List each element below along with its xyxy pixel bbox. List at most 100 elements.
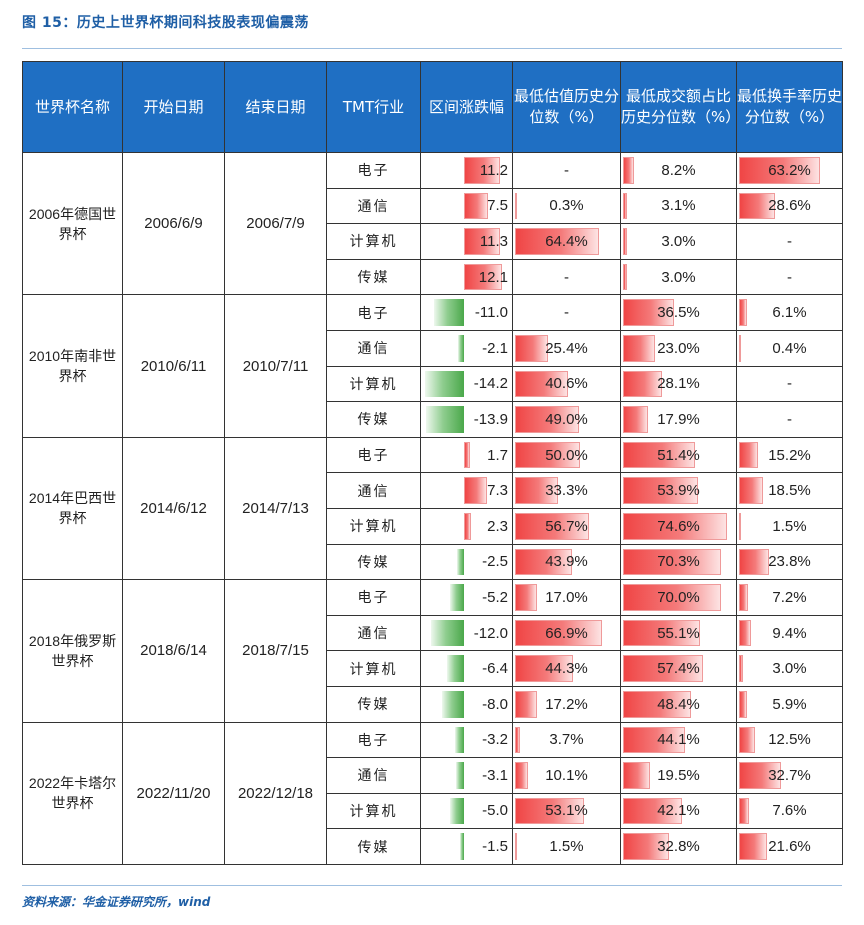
header-cell: 结束日期 (224, 61, 327, 153)
percentile-value: 17.0% (545, 588, 588, 606)
percentile-value: 17.2% (545, 695, 588, 713)
end-date-cell: 2010/7/11 (224, 294, 327, 438)
industry-cell: 计算机 (326, 792, 421, 830)
turnover-rate-cell: 63.2% (736, 152, 843, 189)
change-value: -6.4 (482, 660, 508, 678)
turnover-rate-cell: 3.0% (736, 650, 843, 687)
change-value: -11.0 (474, 304, 508, 322)
change-value: 7.3 (487, 482, 508, 500)
turnover-rate-cell: - (736, 258, 843, 296)
change-bar (464, 263, 503, 291)
turnover-amount-cell: 48.4% (620, 685, 737, 723)
turnover-amount-cell: 3.0% (620, 258, 737, 296)
change-bar (457, 548, 465, 576)
percentile-bar (623, 263, 628, 291)
end-date-cell: 2006/7/9 (224, 151, 327, 296)
percentile-bar (515, 548, 573, 576)
percentile-value: - (787, 375, 792, 393)
start-date-cell: 2006/6/9 (122, 151, 225, 296)
change-cell: 1.7 (420, 436, 513, 474)
source-note: 资料来源：华金证券研究所，wind (22, 895, 211, 909)
percentile-bar (623, 726, 685, 754)
table-body: 2006年德国世界杯 2006/6/9 2006/7/9 电子 11.2-8.2% 63.… (22, 151, 843, 865)
start-date-cell: 2010/6/11 (122, 294, 225, 438)
percentile-value: 53.1% (545, 802, 588, 820)
change-bar (464, 477, 488, 504)
turnover-amount-cell: 53.9% (620, 472, 737, 509)
change-value: -5.0 (482, 802, 508, 820)
table-row: 计算机 2.3 56.7% 74.6% 1.5% (23, 507, 843, 545)
percentile-value: - (564, 304, 569, 322)
valuation-cell: 25.4% (512, 329, 621, 367)
percentile-bar (515, 833, 517, 860)
change-cell: -11.0 (420, 294, 513, 331)
table-row: 计算机 -14.2 40.6% 28.1% - (23, 365, 843, 403)
table-row: 2014年巴西世界杯 2014/6/12 2014/7/13 电子 1.7 50.0% 51… (22, 436, 843, 581)
percentile-value: 3.0% (772, 660, 807, 678)
start-date-cell: 2014/6/12 (122, 436, 225, 581)
change-value: -2.5 (482, 553, 508, 571)
worldcup-name-cell: 2018年俄罗斯世界杯 (22, 579, 123, 723)
percentile-bar (623, 762, 651, 789)
percentile-bar (515, 228, 599, 255)
end-date-cell: 2018/7/15 (224, 579, 327, 723)
percentile-value: 0.3% (549, 197, 584, 215)
change-cell: 11.3 (420, 223, 513, 260)
change-value: 11.3 (479, 232, 508, 250)
percentile-value: 66.9% (545, 624, 588, 642)
percentile-bar (623, 406, 649, 433)
percentile-value: 32.8% (657, 838, 700, 856)
percentile-bar (623, 370, 663, 398)
percentile-value: 28.6% (768, 197, 811, 215)
percentile-value: 5.9% (772, 695, 807, 713)
industry-cell: 电子 (326, 152, 421, 189)
valuation-cell: 49.0% (512, 401, 621, 438)
change-cell: -12.0 (420, 614, 513, 652)
start-date-cell: 2018/6/14 (122, 579, 225, 723)
percentile-value: 6.1% (772, 304, 807, 322)
turnover-rate-cell: 18.5% (736, 472, 843, 509)
industry-cell: 传媒 (326, 828, 421, 865)
table-row: 传媒 -2.5 43.9% 70.3% 23.8% (23, 543, 843, 581)
percentile-bar (623, 584, 721, 611)
end-date-cell: 2022/12/18 (224, 721, 327, 865)
percentile-value: 33.3% (545, 482, 588, 500)
change-value: -12.0 (473, 624, 508, 642)
change-bar (446, 655, 465, 682)
valuation-cell: 40.6% (512, 365, 621, 403)
change-cell: 12.1 (420, 258, 513, 296)
table-row: 通信 7.3 33.3% 53.9% 18.5% (23, 472, 843, 509)
percentile-value: 9.4% (772, 624, 807, 642)
turnover-amount-cell: 32.8% (620, 828, 737, 865)
header-row: 世界杯名称 开始日期 结束日期 TMT行业 区间涨跌幅 最低估值历史分位数（%）… (22, 61, 843, 153)
percentile-bar (623, 477, 699, 504)
percentile-bar (739, 690, 747, 718)
percentile-bar (623, 655, 704, 682)
turnover-amount-cell: 51.4% (620, 436, 737, 474)
percentile-value: - (787, 410, 792, 428)
change-cell: 7.5 (420, 187, 513, 225)
valuation-cell: 3.7% (512, 721, 621, 759)
table-row: 计算机 -5.0 53.1% 42.1% 7.6% (23, 792, 843, 830)
valuation-cell: 0.3% (512, 187, 621, 225)
change-value: -3.2 (482, 731, 508, 749)
percentile-value: 53.9% (657, 482, 700, 500)
percentile-bar (623, 619, 701, 647)
percentile-value: 44.3% (545, 660, 588, 678)
turnover-rate-cell: - (736, 401, 843, 438)
percentile-bar (623, 512, 728, 540)
percentile-bar (623, 833, 669, 860)
turnover-rate-cell: 15.2% (736, 436, 843, 474)
percentile-bar (739, 726, 755, 754)
percentile-bar (623, 797, 682, 825)
percentile-value: 32.7% (768, 766, 811, 784)
percentile-bar (623, 192, 628, 220)
percentile-bar (515, 370, 568, 398)
valuation-cell: 44.3% (512, 650, 621, 687)
worldcup-table: 世界杯名称 开始日期 结束日期 TMT行业 区间涨跌幅 最低估值历史分位数（%）… (22, 61, 843, 865)
industry-cell: 电子 (326, 294, 421, 331)
change-value: 7.5 (487, 197, 508, 215)
change-value: -13.9 (473, 410, 508, 428)
table-row: 通信 -12.0 66.9% 55.1% 9.4% (23, 614, 843, 652)
percentile-value: 70.3% (657, 553, 700, 571)
